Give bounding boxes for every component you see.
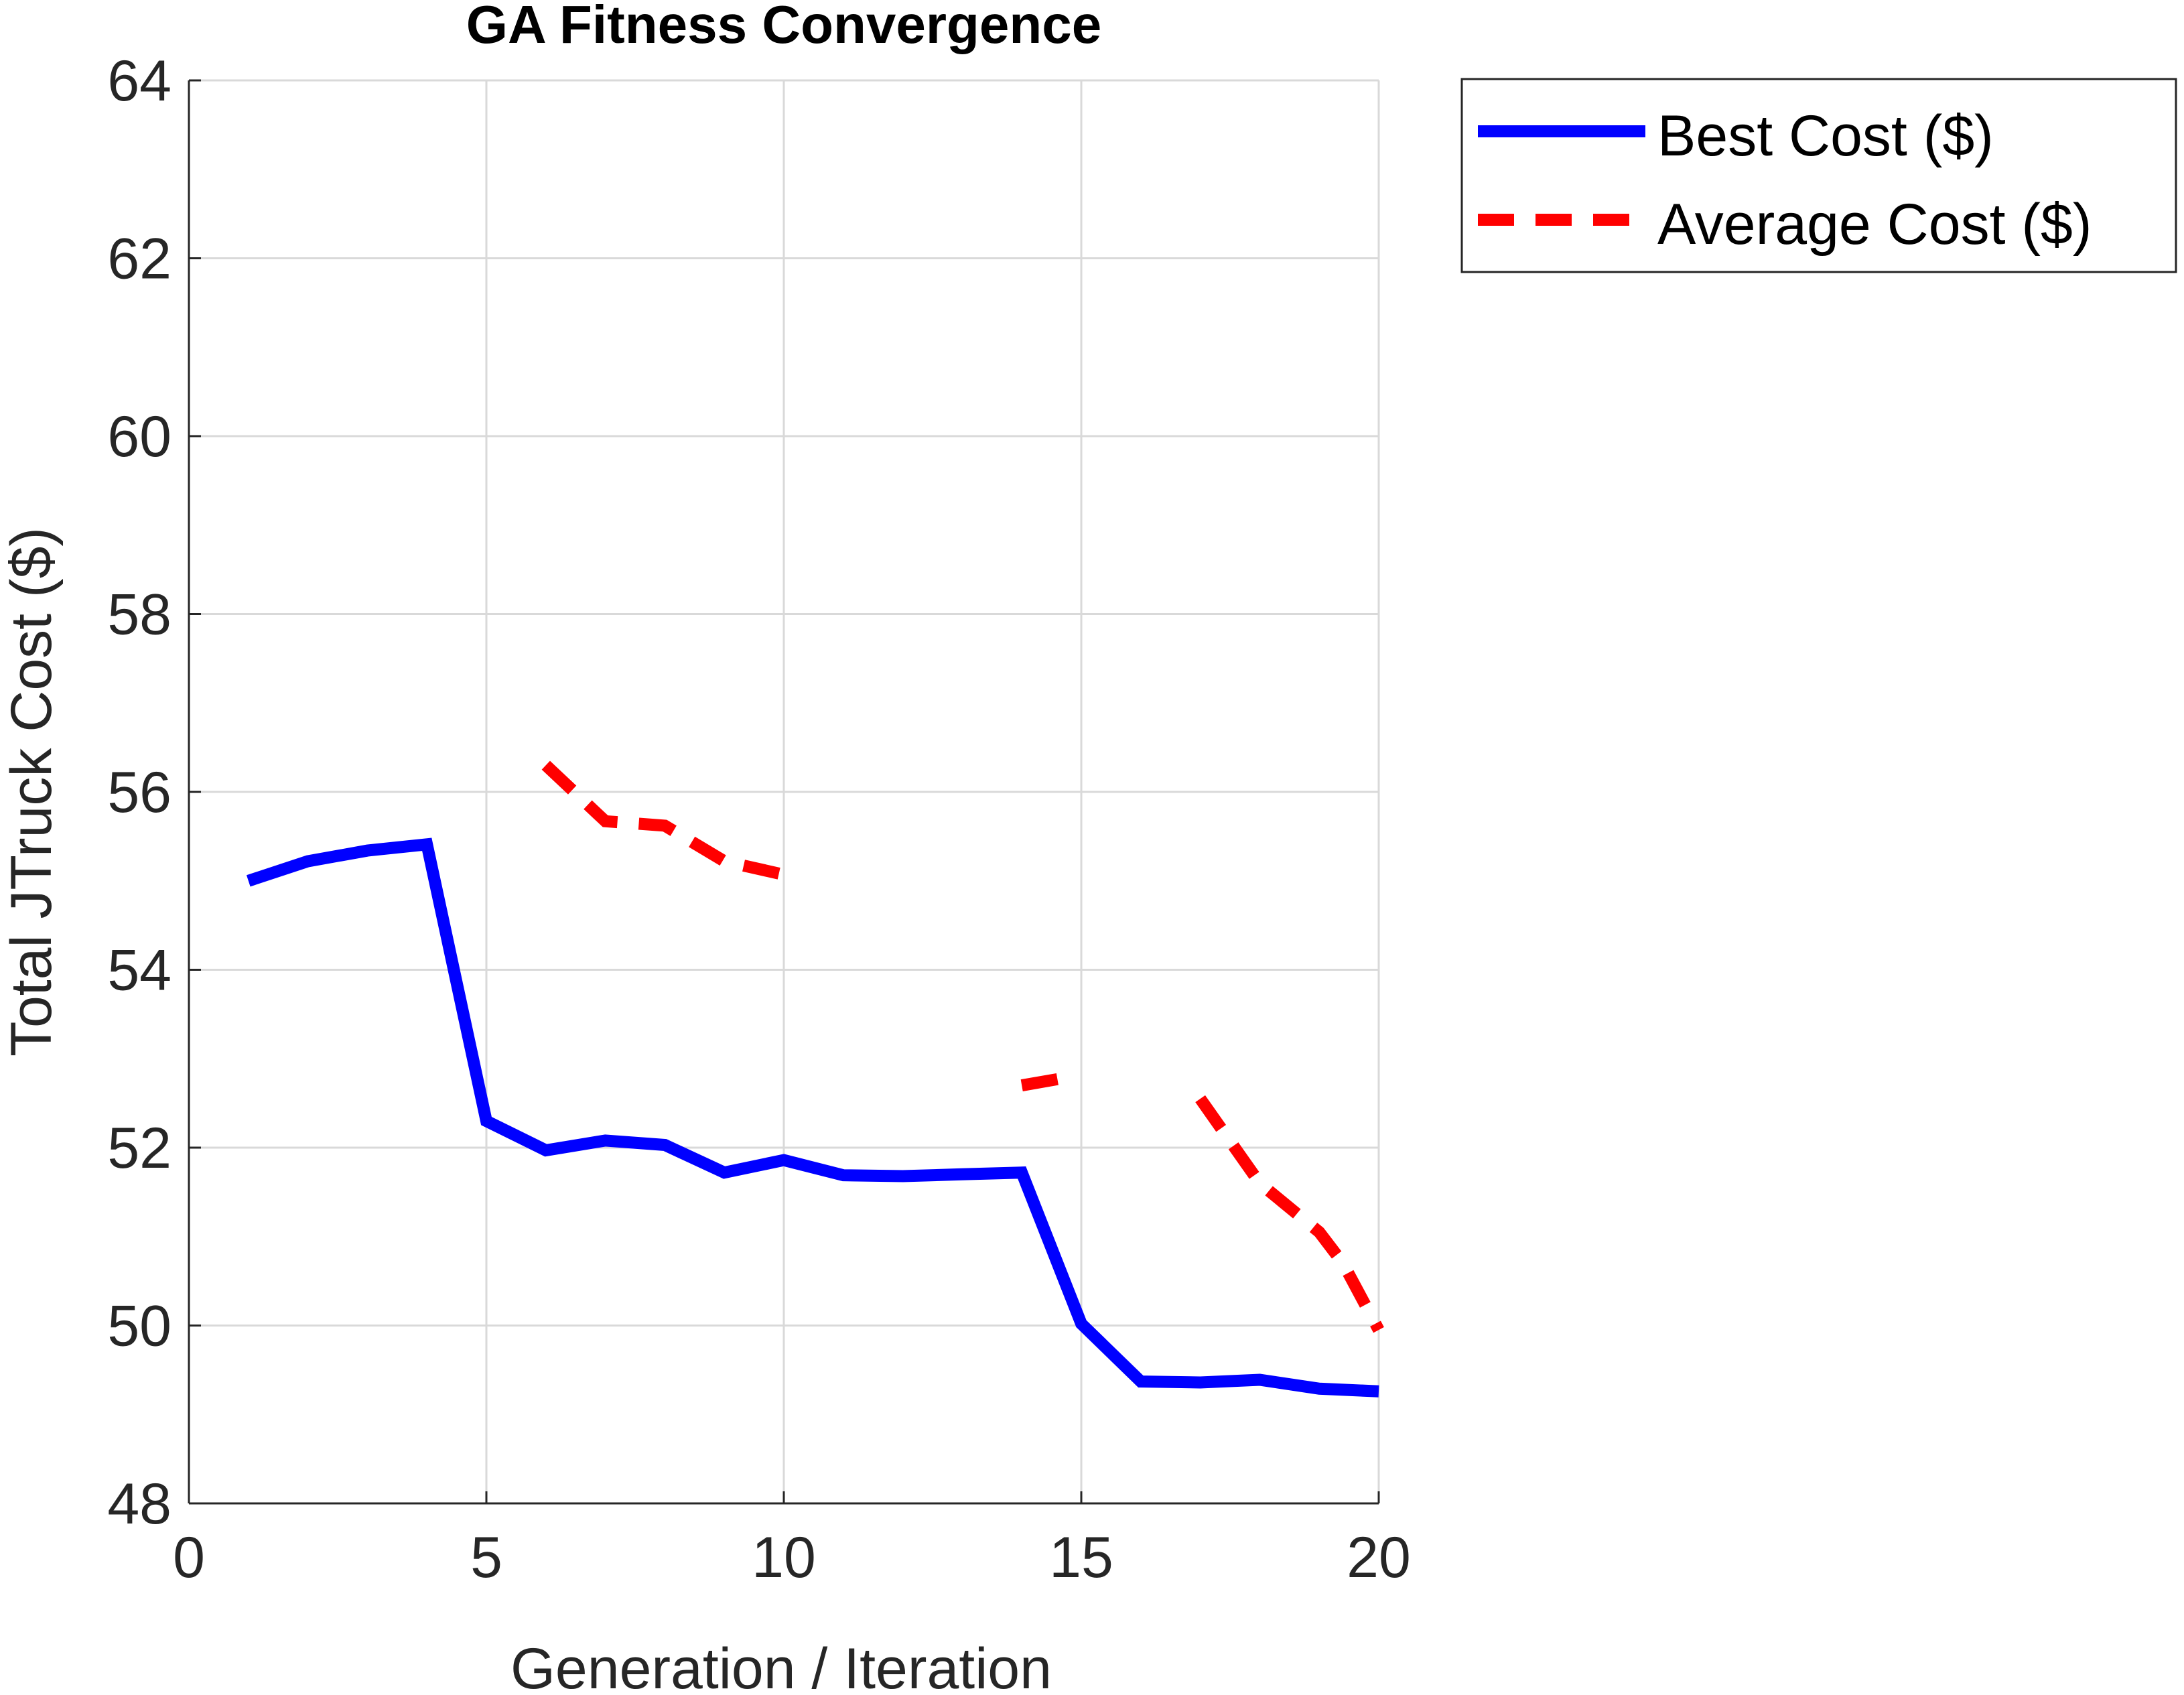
grid (189, 79, 1380, 1503)
y-tick-label-62: 62 (107, 227, 172, 291)
series-line-1 (541, 760, 1384, 1333)
y-tick-label-52: 52 (107, 1116, 172, 1180)
y-tick-label-64: 64 (107, 49, 172, 113)
legend-label-average: Average Cost ($) (1657, 192, 2092, 257)
x-tick-label-15: 15 (1049, 1526, 1113, 1590)
tick-labels: 0 5 10 15 20 48 50 52 54 56 58 60 62 64 (107, 49, 1411, 1590)
series-line-0 (246, 837, 1379, 1398)
x-axis-label: Generation / Iteration (510, 1637, 1052, 1695)
y-tick-label-50: 50 (107, 1294, 172, 1359)
y-axis-label: Total JTruck Cost ($) (0, 527, 64, 1057)
y-tick-label-48: 48 (107, 1472, 172, 1536)
y-tick-label-60: 60 (107, 405, 172, 469)
x-tick-label-20: 20 (1347, 1526, 1411, 1590)
series-group (246, 760, 1384, 1398)
x-tick-label-10: 10 (752, 1526, 816, 1590)
chart-title: GA Fitness Convergence (466, 0, 1101, 54)
legend-label-best: Best Cost ($) (1657, 104, 1994, 168)
y-tick-label-58: 58 (107, 583, 172, 647)
legend-box (1460, 78, 2177, 273)
y-tick-label-56: 56 (107, 760, 172, 825)
x-tick-label-0: 0 (173, 1526, 205, 1590)
y-tick-label-54: 54 (107, 939, 172, 1003)
axes (188, 79, 1380, 1505)
legend: Best Cost ($) Average Cost ($) (1460, 78, 2177, 273)
x-tick-label-5: 5 (470, 1526, 502, 1590)
